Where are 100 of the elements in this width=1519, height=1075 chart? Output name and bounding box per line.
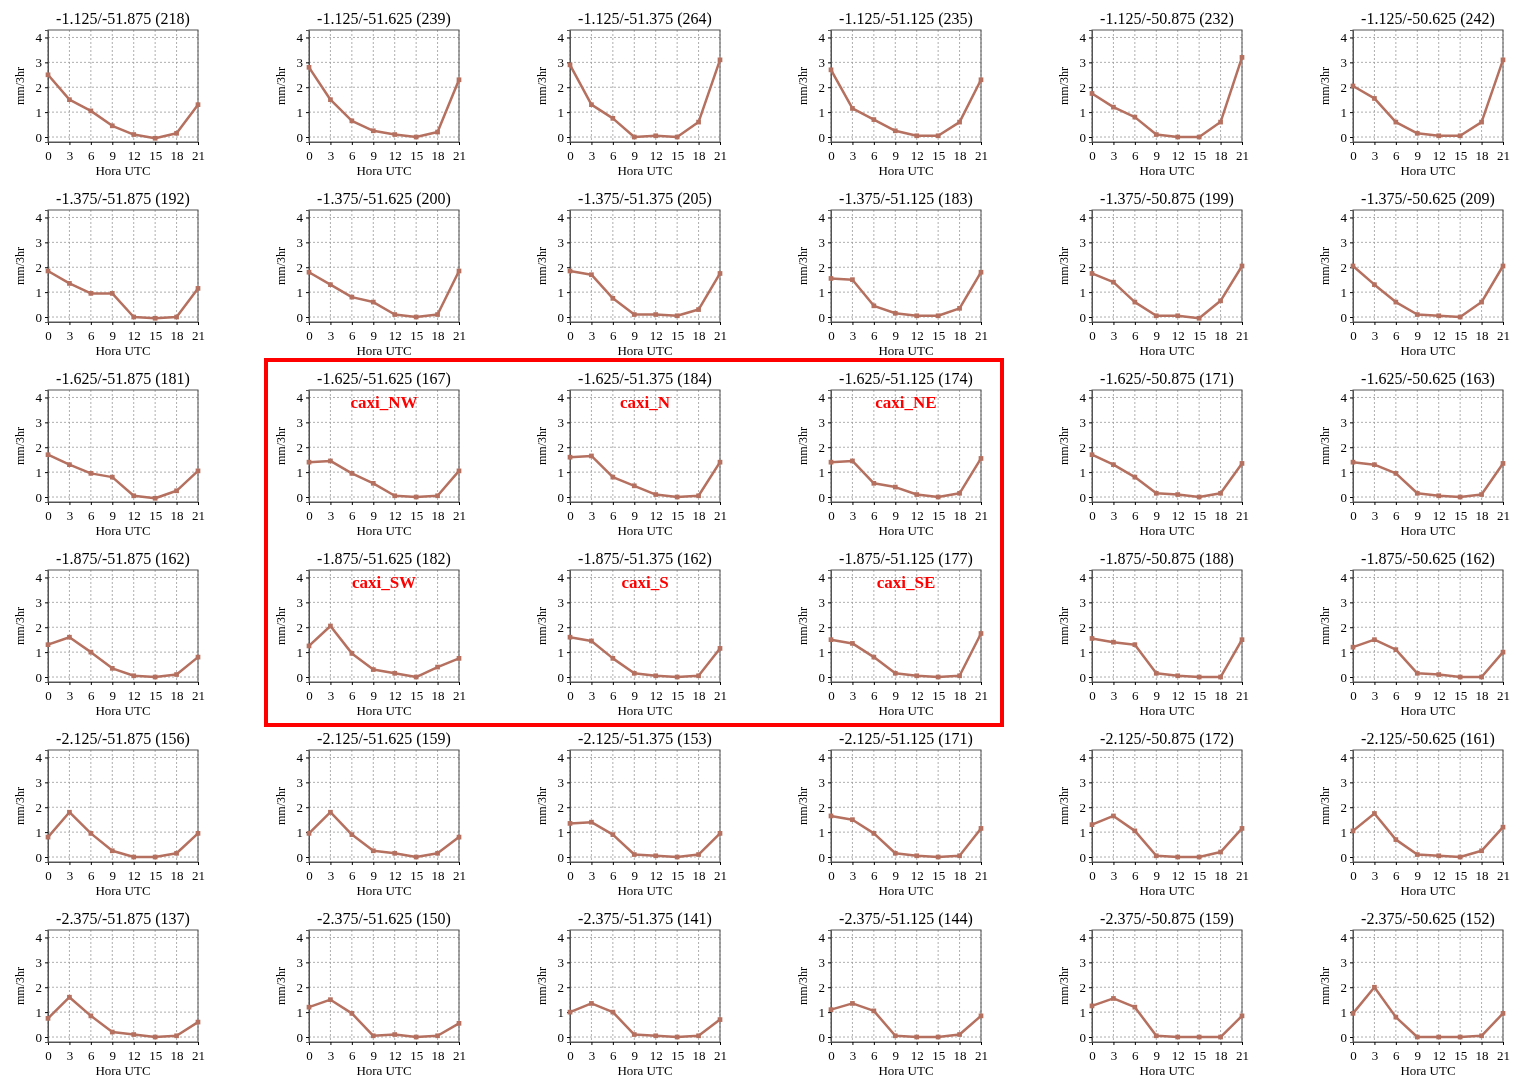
- y-tick-label: 1: [818, 104, 825, 120]
- chart-title: -2.125/-50.625 (161): [1361, 730, 1495, 748]
- y-tick-label: 0: [557, 489, 564, 505]
- x-tick-label: 12: [127, 867, 141, 883]
- point: [195, 286, 201, 291]
- x-tick-label: 6: [1132, 687, 1140, 703]
- y-tick-label: 4: [1079, 930, 1087, 946]
- y-tick-label: 1: [1340, 464, 1347, 480]
- y-tick-label: 3: [35, 595, 42, 611]
- point: [435, 129, 440, 135]
- point: [1153, 132, 1159, 137]
- point: [696, 1033, 701, 1039]
- point: [610, 832, 616, 837]
- y-tick-label: 0: [557, 849, 564, 865]
- y-tick-label: 4: [557, 390, 565, 406]
- point: [195, 831, 201, 836]
- x-tick-label: 12: [1171, 507, 1185, 523]
- point: [589, 453, 594, 459]
- x-tick-label: 9: [1414, 1047, 1422, 1063]
- x-tick-label: 9: [109, 1047, 117, 1063]
- point: [589, 272, 594, 278]
- x-tick-label: 3: [588, 507, 596, 523]
- chart-title: -1.125/-50.875 (232): [1100, 10, 1234, 28]
- point: [653, 312, 659, 317]
- y-axis-title: mm/3hr: [13, 247, 27, 285]
- chart-title: -1.875/-50.875 (188): [1100, 550, 1234, 568]
- chart-title: -1.875/-51.875 (162): [56, 550, 190, 568]
- y-tick-label: 3: [818, 235, 825, 251]
- point: [1111, 639, 1116, 645]
- y-tick-label: 0: [1079, 669, 1086, 685]
- y-axis-title: mm/3hr: [1318, 67, 1332, 105]
- point: [45, 72, 51, 78]
- y-tick-label: 0: [818, 849, 825, 865]
- point: [892, 670, 898, 676]
- x-axis-title: Hora UTC: [878, 523, 934, 538]
- x-tick-label: 12: [649, 147, 663, 163]
- y-tick-label: 1: [1079, 104, 1086, 120]
- x-axis-title: Hora UTC: [1139, 523, 1195, 538]
- y-tick-label: 1: [1079, 284, 1086, 300]
- x-tick-label: 18: [692, 1047, 706, 1063]
- x-tick-label: 21: [453, 327, 466, 343]
- point: [195, 102, 201, 108]
- x-axis-title: Hora UTC: [95, 523, 151, 538]
- point: [109, 123, 115, 129]
- x-tick-label: 9: [370, 1047, 378, 1063]
- point: [174, 314, 179, 320]
- chart-title: -2.375/-50.625 (152): [1361, 910, 1495, 928]
- x-tick-label: 9: [109, 867, 117, 883]
- y-tick-label: 1: [35, 824, 42, 840]
- y-tick-label: 1: [1340, 1004, 1347, 1020]
- x-tick-label: 12: [1432, 687, 1446, 703]
- x-tick-label: 3: [849, 1047, 857, 1063]
- x-axis-title: Hora UTC: [1400, 703, 1456, 718]
- y-tick-label: 0: [296, 1029, 303, 1045]
- x-tick-label: 15: [149, 327, 163, 343]
- point: [1089, 91, 1095, 96]
- y-tick-label: 4: [35, 390, 43, 406]
- x-tick-label: 21: [714, 687, 727, 703]
- point: [349, 1011, 355, 1016]
- point: [1372, 96, 1377, 101]
- point: [978, 826, 984, 831]
- y-axis-title: mm/3hr: [1318, 427, 1332, 465]
- y-tick-label: 2: [557, 439, 564, 455]
- y-tick-label: 2: [1079, 979, 1086, 995]
- x-tick-label: 3: [1110, 867, 1118, 883]
- point: [67, 97, 72, 103]
- point: [653, 673, 659, 679]
- y-tick-label: 0: [818, 129, 825, 145]
- x-tick-label: 3: [849, 147, 857, 163]
- point: [567, 821, 573, 826]
- y-tick-label: 3: [1340, 595, 1347, 611]
- point: [1111, 813, 1116, 819]
- x-tick-label: 12: [388, 1047, 402, 1063]
- x-tick-label: 15: [1454, 507, 1468, 523]
- chart-title: -2.375/-50.875 (159): [1100, 910, 1234, 928]
- x-tick-label: 21: [453, 147, 466, 163]
- x-tick-label: 9: [1153, 1047, 1161, 1063]
- point: [152, 135, 158, 141]
- x-tick-label: 21: [1497, 867, 1510, 883]
- x-tick-label: 12: [910, 687, 924, 703]
- x-tick-label: 3: [1110, 687, 1118, 703]
- y-tick-label: 3: [1079, 955, 1086, 971]
- y-axis-title: mm/3hr: [274, 607, 288, 645]
- y-tick-label: 2: [818, 619, 825, 635]
- x-tick-label: 3: [588, 327, 596, 343]
- x-tick-label: 12: [388, 507, 402, 523]
- point: [978, 77, 984, 83]
- y-tick-label: 3: [818, 595, 825, 611]
- x-tick-label: 12: [910, 507, 924, 523]
- y-tick-label: 1: [296, 824, 303, 840]
- x-tick-label: 12: [127, 687, 141, 703]
- x-tick-label: 12: [1171, 327, 1185, 343]
- y-tick-label: 3: [1079, 415, 1086, 431]
- y-tick-label: 2: [557, 799, 564, 815]
- x-axis-title: Hora UTC: [878, 1063, 934, 1075]
- y-axis-title: mm/3hr: [274, 787, 288, 825]
- y-tick-label: 3: [557, 415, 564, 431]
- point: [567, 634, 573, 640]
- y-tick-label: 1: [818, 1004, 825, 1020]
- x-tick-label: 18: [431, 147, 445, 163]
